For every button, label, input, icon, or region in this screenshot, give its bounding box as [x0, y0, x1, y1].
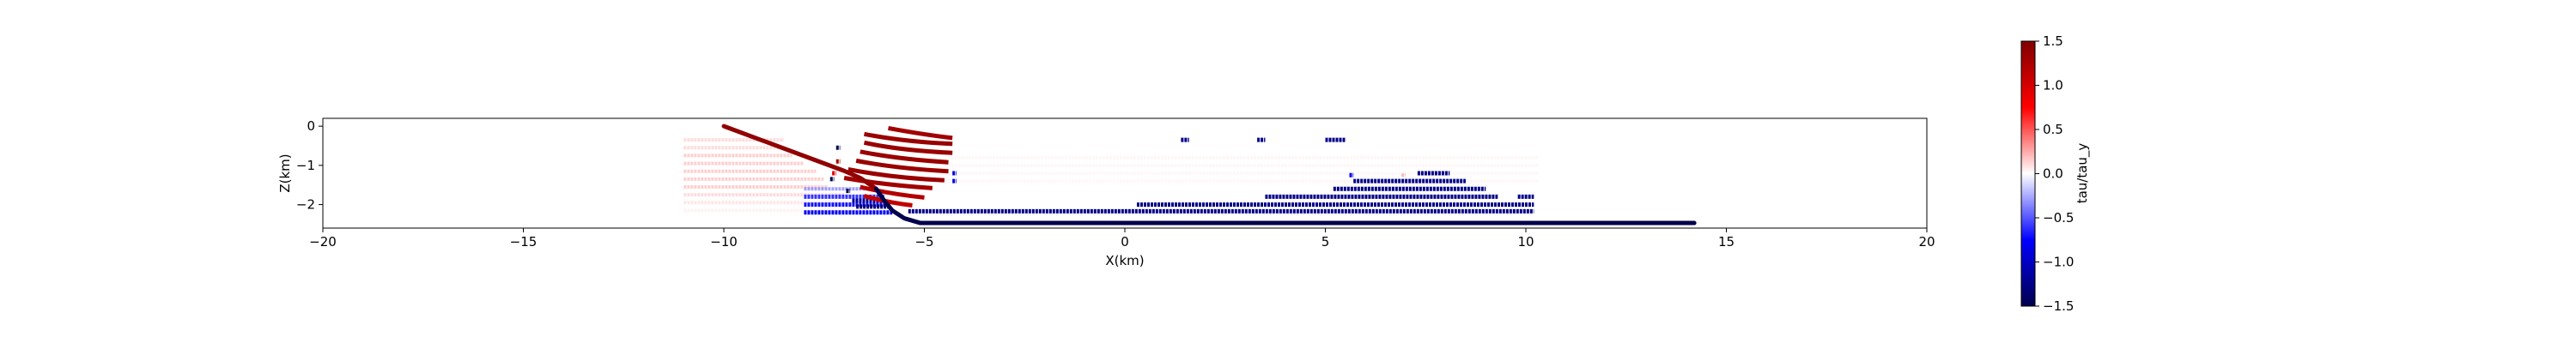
x-tick-label: 5: [1321, 234, 1330, 250]
colorbar-label: tau/tau_y: [2075, 143, 2091, 204]
x-tick-label: 20: [1918, 234, 1935, 250]
stress-arc: [860, 184, 925, 200]
fault-line: [873, 186, 1697, 226]
stress-arc: [843, 176, 933, 190]
x-tick-label: 0: [1121, 234, 1129, 250]
stress-arc: [863, 140, 953, 155]
x-axis-label: X(km): [1105, 253, 1144, 268]
stress-arc: [848, 166, 945, 183]
x-tick-label: 10: [1517, 234, 1534, 250]
y-tick-label: 0: [307, 118, 315, 134]
y-axis-label: Z(km): [277, 153, 293, 192]
y-tick-label: −1: [296, 158, 315, 173]
colorbar-tick-label: −1.0: [2043, 255, 2074, 270]
colorbar-tick-label: 1.0: [2043, 78, 2063, 93]
y-tick-label: −2: [296, 197, 315, 213]
stress-arc: [863, 131, 953, 147]
stress-arc: [860, 149, 949, 165]
colorbar-tick-label: −1.5: [2043, 298, 2074, 314]
colorbar: 1.5 1.0 0.5 0.0 −0.5 −1.0 −1.5 tau/tau_y: [2020, 33, 2091, 314]
stress-arc: [863, 194, 913, 208]
colorbar-tick-label: −0.5: [2043, 210, 2074, 226]
data-layer: [683, 123, 1697, 226]
y-axis: 0 −1 −2: [296, 118, 323, 213]
x-tick-label: −20: [309, 234, 337, 250]
x-tick-label: −15: [510, 234, 538, 250]
fault-line: [721, 123, 878, 191]
x-tick-label: −10: [710, 234, 738, 250]
colorbar-scale: [2020, 40, 2036, 307]
stress-arc: [888, 125, 953, 141]
colorbar-ticks: 1.5 1.0 0.5 0.0 −0.5 −1.0 −1.5: [2035, 33, 2074, 314]
colorbar-tick-label: 0.5: [2043, 122, 2063, 137]
plot-area: −20 −15 −10 −5 0 5 10 15 20 0 −1 −2 X(km) Z(km): [277, 117, 1935, 268]
colorbar-tick-label: 1.5: [2043, 33, 2063, 49]
stress-arc: [855, 158, 949, 174]
colorbar-tick-label: 0.0: [2043, 166, 2063, 182]
x-axis: −20 −15 −10 −5 0 5 10 15 20: [309, 228, 1935, 250]
x-tick-label: 15: [1718, 234, 1735, 250]
x-tick-label: −5: [914, 234, 933, 250]
